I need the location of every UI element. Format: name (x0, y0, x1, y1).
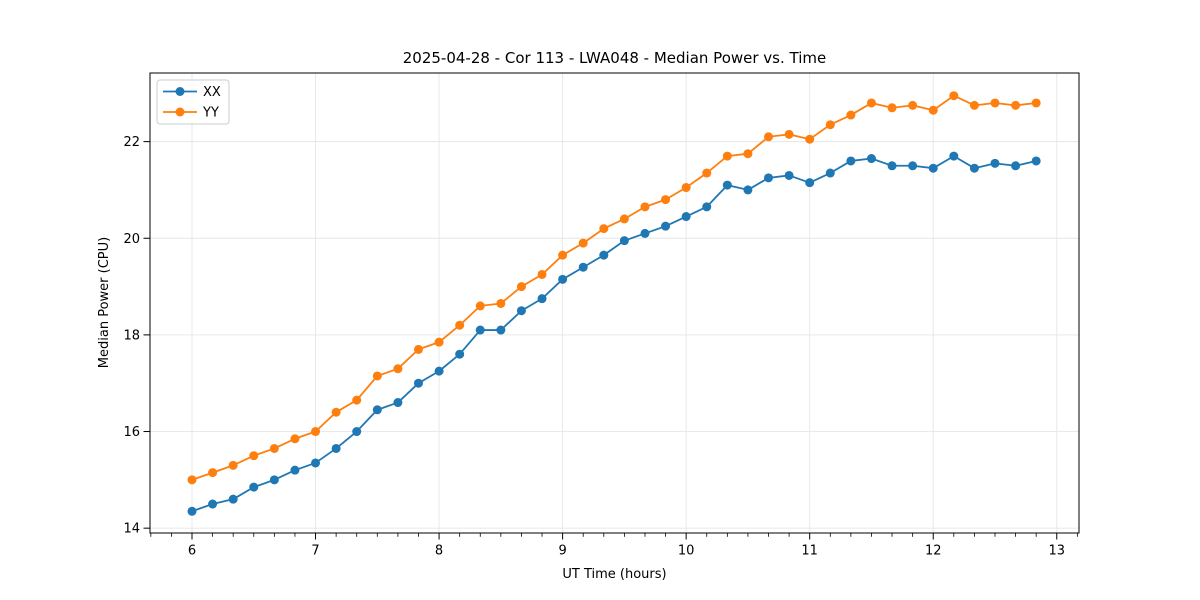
svg-text:18: 18 (123, 328, 140, 343)
legend-marker-yy (175, 107, 185, 117)
axis-ticks: 6 7 8 9 10 11 12 13 14 16 18 20 22 (123, 135, 1078, 559)
legend-label-xx: XX (203, 85, 221, 100)
svg-text:13: 13 (1048, 544, 1065, 559)
svg-text:16: 16 (123, 425, 140, 440)
chart-title: 2025-04-28 - Cor 113 - LWA048 - Median P… (403, 49, 827, 67)
svg-text:9: 9 (558, 544, 566, 559)
legend-marker-xx (175, 87, 185, 96)
svg-text:7: 7 (311, 544, 319, 559)
svg-text:14: 14 (123, 522, 140, 537)
legend-label-yy: YY (202, 106, 219, 121)
svg-text:8: 8 (435, 544, 443, 559)
plot-frame (149, 72, 1080, 534)
x-axis-label: UT Time (hours) (562, 567, 666, 582)
svg-text:6: 6 (188, 544, 196, 559)
svg-text:11: 11 (801, 544, 818, 559)
y-axis-label: Median Power (CPU) (97, 237, 112, 368)
svg-text:22: 22 (123, 135, 140, 150)
grid-lines (150, 73, 1079, 533)
data-series (187, 91, 1041, 516)
legend: XX YY (156, 79, 230, 125)
svg-text:20: 20 (123, 232, 140, 247)
svg-text:12: 12 (925, 544, 942, 559)
svg-text:10: 10 (678, 544, 695, 559)
